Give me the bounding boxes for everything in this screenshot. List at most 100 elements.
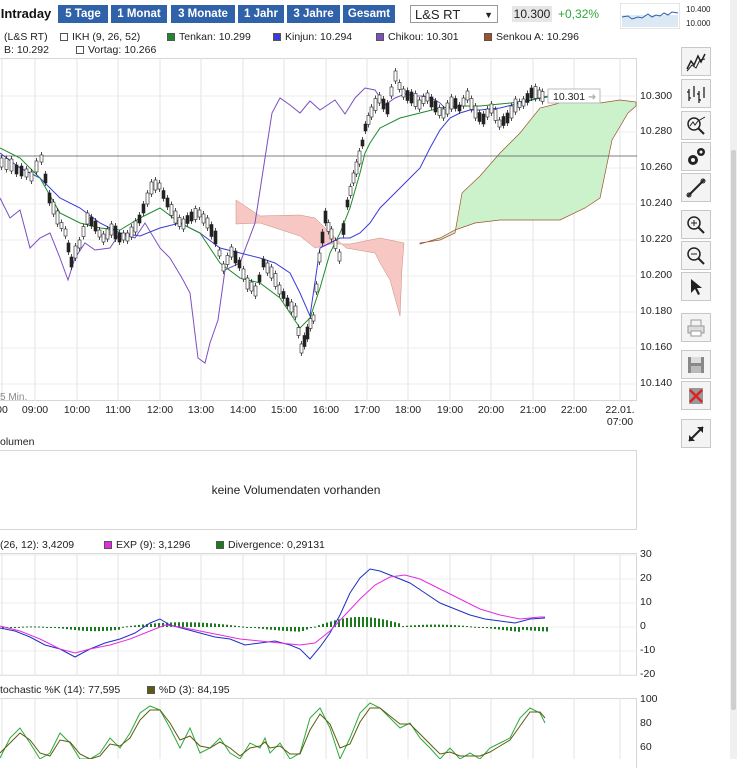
divergence-bar: [22, 626, 24, 628]
divergence-bar: [370, 617, 372, 627]
candle-body: [161, 190, 166, 199]
candle-body: [141, 203, 146, 214]
candle-body: [225, 255, 230, 265]
divergence-bar: [170, 622, 172, 627]
candle-body: [81, 226, 86, 237]
divergence-bar: [214, 623, 216, 627]
mini-chart-high: 10.400: [686, 5, 711, 14]
candle-body: [177, 217, 182, 227]
divergence-bar: [486, 627, 488, 629]
divergence-bar: [222, 624, 224, 627]
candle-body: [461, 97, 466, 107]
candlestick-series: [0, 68, 545, 356]
zoom-in-icon: [687, 215, 705, 234]
candle-body: [51, 201, 56, 215]
divergence-bar: [54, 627, 56, 628]
divergence-bar: [58, 627, 60, 629]
candle-body: [413, 93, 418, 107]
candle-body: [29, 171, 34, 182]
candle-body: [457, 104, 462, 112]
legend-macd-exp[interactable]: EXP (9): 3,1296: [104, 539, 191, 551]
legend-kinjun[interactable]: Kinjun: 10.294: [273, 31, 352, 43]
tab-intraday[interactable]: Intraday: [0, 5, 52, 23]
candle-body: [253, 285, 258, 297]
divergence-bar: [98, 627, 100, 632]
candle-body: [513, 98, 518, 113]
candle-body: [121, 232, 126, 241]
zoom-in-button[interactable]: [681, 210, 711, 239]
y-tick: 0: [640, 620, 646, 632]
candle-body: [493, 109, 498, 121]
divergence-bar: [294, 627, 296, 632]
divergence-bar: [318, 625, 320, 627]
legend-macd-divergence[interactable]: Divergence: 0,29131: [216, 539, 325, 551]
ohlc-chart-button[interactable]: [681, 79, 711, 108]
stochastic-chart[interactable]: [0, 698, 637, 759]
divergence-bar: [2, 627, 4, 629]
candle-body: [39, 154, 44, 163]
tab-3-monate[interactable]: 3 Monate: [171, 5, 235, 23]
legend-vortag[interactable]: Vortag: 10.266: [76, 44, 156, 56]
candle-body: [261, 258, 266, 268]
draw-tool-button[interactable]: [681, 173, 711, 202]
candle-body: [345, 199, 350, 208]
main-price-chart[interactable]: 10.301 ➜ 5 Min.: [0, 58, 637, 401]
candle-body: [213, 230, 218, 245]
fullscreen-button[interactable]: [681, 419, 711, 448]
candle-body: [497, 119, 502, 128]
macd-chart[interactable]: [0, 553, 637, 676]
candle-body: [197, 209, 202, 218]
delete-icon: [689, 387, 703, 404]
divergence-bar: [538, 627, 540, 632]
candle-body: [125, 232, 130, 242]
divergence-bar: [522, 627, 524, 630]
candle-body: [326, 222, 331, 232]
chikou-swatch: [376, 33, 384, 42]
tab-1-jahr[interactable]: 1 Jahr: [238, 5, 284, 23]
candle-body: [129, 226, 134, 238]
x-tick: 21:00: [519, 404, 547, 416]
divergence-bar: [174, 622, 176, 627]
print-button[interactable]: [681, 313, 711, 342]
mini-chart[interactable]: [620, 3, 680, 29]
line-chart-button[interactable]: [681, 47, 711, 76]
divergence-bar: [18, 626, 20, 628]
symbol-select[interactable]: L&S RT ▼: [410, 5, 498, 23]
candle-body: [201, 213, 206, 224]
candle-body: [47, 192, 52, 204]
legend-senkou-a[interactable]: Senkou A: 10.296: [484, 31, 579, 43]
legend-tenkan[interactable]: Tenkan: 10.299: [167, 31, 251, 43]
divergence-bar: [254, 627, 256, 628]
scrollbar-thumb[interactable]: [731, 150, 736, 710]
zoom-out-button[interactable]: [681, 241, 711, 270]
legend-chikou[interactable]: Chikou: 10.301: [376, 31, 459, 43]
chevron-down-icon: ▼: [484, 10, 493, 20]
tab-3-jahre[interactable]: 3 Jahre: [287, 5, 340, 23]
tab-gesamt[interactable]: Gesamt: [343, 5, 395, 23]
settings-button[interactable]: [681, 142, 711, 171]
candle-body: [369, 106, 374, 118]
save-button[interactable]: [681, 350, 711, 379]
indicator-button[interactable]: [681, 111, 711, 140]
candle-body: [485, 108, 490, 118]
candle-body: [517, 101, 522, 108]
candle-body: [233, 250, 238, 264]
x-tick: 11:00: [105, 404, 131, 416]
svg-text:➜: ➜: [588, 92, 596, 103]
candle-body: [265, 262, 270, 274]
candle-body: [320, 231, 325, 244]
pointer-button[interactable]: [681, 272, 711, 301]
divergence-bar: [10, 627, 12, 628]
candle-body: [465, 90, 470, 101]
tab-1-monat[interactable]: 1 Monat: [111, 5, 167, 23]
candle-body: [509, 105, 514, 119]
candle-body: [237, 259, 242, 269]
candle-body: [305, 326, 310, 340]
legend-stochastic-d[interactable]: %D (3): 84,195: [147, 684, 230, 696]
delete-button[interactable]: [681, 381, 711, 410]
divergence-bar: [274, 627, 276, 631]
divergence-bar: [414, 625, 416, 627]
tab-5-tage[interactable]: 5 Tage: [58, 5, 108, 23]
legend-ikh[interactable]: IKH (9, 26, 52): [60, 31, 140, 43]
last-price: 10.300: [512, 6, 552, 22]
